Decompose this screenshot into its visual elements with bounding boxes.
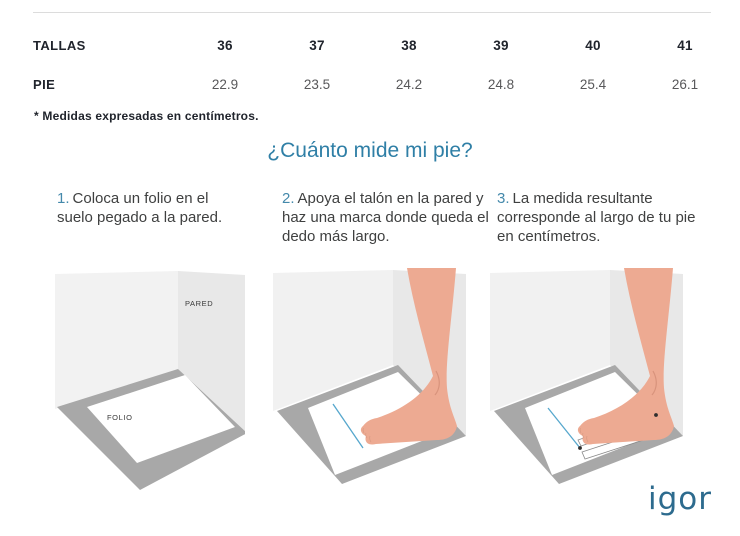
toe-mark-line: [332, 403, 364, 449]
size-cell: 40: [585, 38, 601, 53]
right-wall: [178, 271, 245, 435]
figure-paper-in-corner: PARED FOLIO: [55, 271, 245, 490]
ankle-crease: [651, 370, 657, 396]
foot-cell: 25.4: [579, 77, 607, 92]
foot-cell: 24.2: [395, 77, 423, 92]
ankle-crease: [434, 370, 440, 396]
wall-label: PARED: [185, 299, 213, 308]
size-table: TALLAS 36 37 38 39 40 41 PIE 22.9 23.5 2…: [33, 26, 733, 104]
size-cell: 39: [493, 38, 509, 53]
size-cell: 36: [217, 38, 233, 53]
top-divider: [33, 12, 711, 13]
size-cell: 41: [677, 38, 693, 53]
brand-logo: igor: [647, 481, 712, 517]
paper-label: FOLIO: [107, 413, 133, 422]
leg-and-foot: [360, 268, 457, 445]
heel-endpoint-dot: [654, 413, 658, 417]
step-2-number: 2.: [282, 190, 295, 207]
size-cell: 38: [401, 38, 417, 53]
step-1: 1. Coloca un folio en el suelo pegado a l…: [57, 189, 242, 227]
step-3-number: 3.: [497, 190, 510, 207]
toes-detail: [362, 427, 372, 443]
foot-cell: 24.8: [487, 77, 515, 92]
step-3-text: La medida resultante corresponde al larg…: [497, 190, 696, 245]
figure-foot-measured: [490, 268, 683, 484]
units-note: * Medidas expresadas en centímetros.: [34, 109, 259, 123]
figure-foot-with-mark: [273, 268, 466, 484]
step-2-text: Apoya el talón en la pared y haz una mar…: [282, 190, 489, 245]
paper-sheet: [87, 375, 235, 463]
leg-and-foot: [577, 268, 674, 445]
table-row-sizes: TALLAS 36 37 38 39 40 41: [33, 26, 733, 65]
left-wall: [273, 270, 393, 411]
toes-detail: [579, 427, 589, 443]
foot-cell: 22.9: [211, 77, 239, 92]
step-1-text: Coloca un folio en el suelo pegado a la …: [57, 190, 223, 226]
left-wall: [490, 270, 610, 411]
step-2: 2. Apoya el talón en la pared y haz una m…: [282, 189, 497, 246]
foot-row-label: PIE: [33, 77, 56, 92]
size-cell: 37: [309, 38, 325, 53]
step-1-number: 1.: [57, 190, 70, 207]
foot-cell: 23.5: [303, 77, 331, 92]
toe-mark-line: [547, 407, 581, 449]
sizes-row-label: TALLAS: [33, 38, 86, 53]
toe-endpoint-dot: [578, 446, 582, 450]
left-wall: [55, 271, 178, 409]
step-3: 3. La medida resultante corresponde al la…: [497, 189, 697, 246]
foot-cell: 26.1: [671, 77, 699, 92]
section-heading: ¿Cuánto mide mi pie?: [267, 139, 473, 162]
table-row-foot: PIE 22.9 23.5 24.2 24.8 25.4 26.1: [33, 65, 733, 104]
